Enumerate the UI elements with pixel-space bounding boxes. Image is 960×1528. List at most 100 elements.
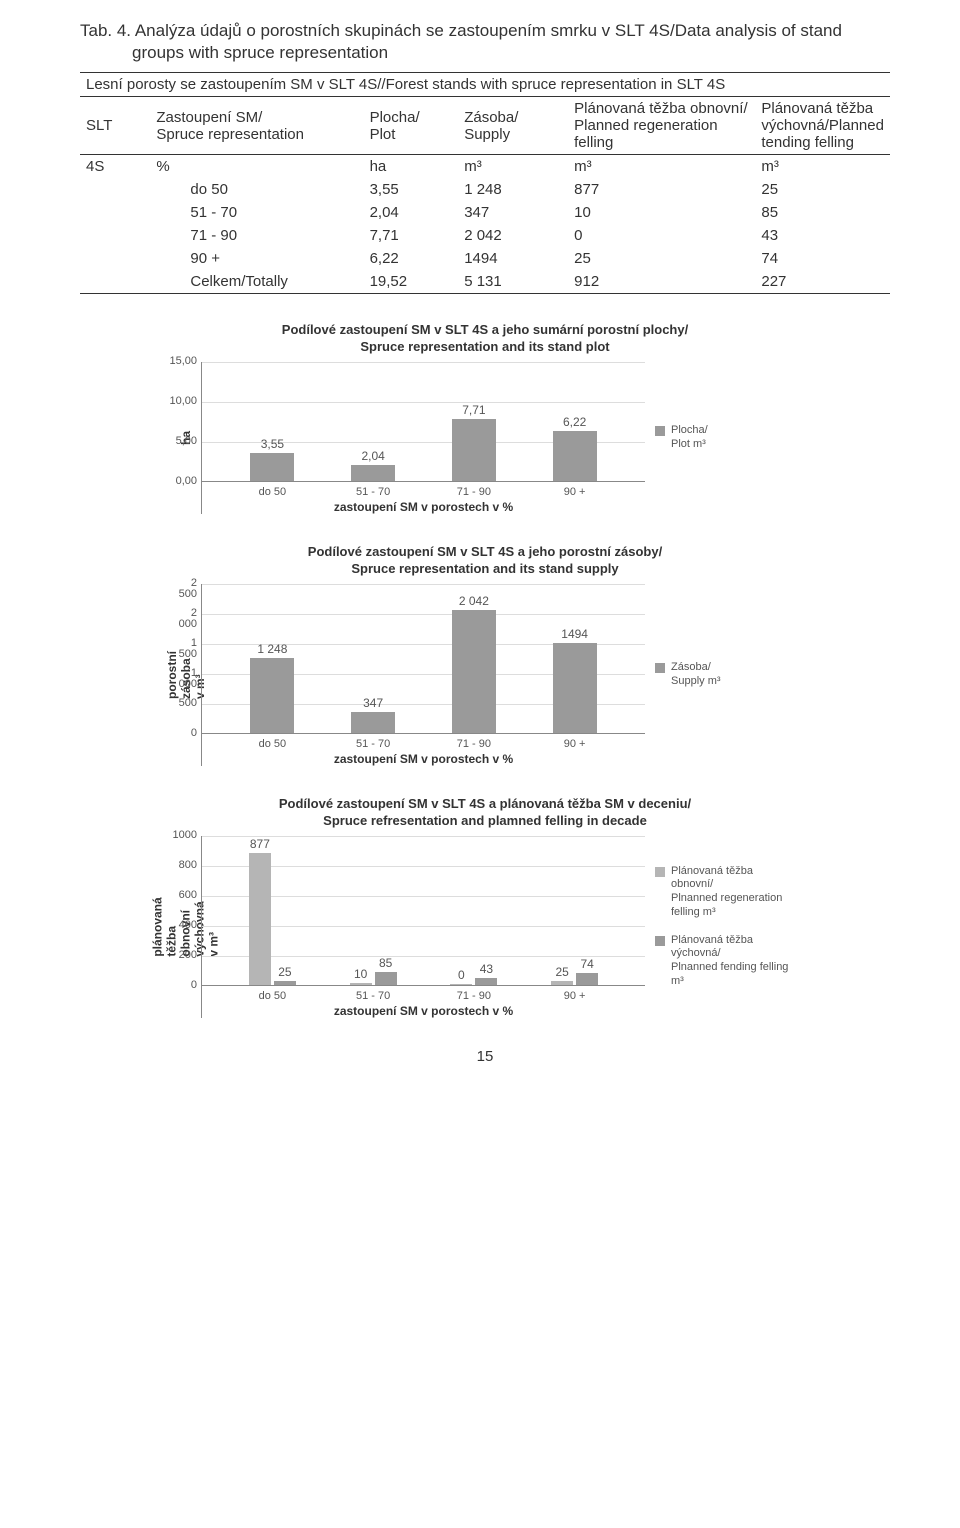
x-tick: 51 - 70	[323, 990, 424, 1002]
table-cell: 2 042	[458, 224, 568, 247]
th-slt: SLT	[80, 97, 150, 155]
y-tick: 2 500	[179, 578, 197, 600]
table-row-cat: 51 - 70	[150, 201, 363, 224]
table-cell: 6,22	[364, 247, 459, 270]
table-cell: 5 131	[458, 270, 568, 294]
legend-item: Zásoba/ Supply m³	[655, 661, 795, 689]
legend-swatch	[655, 936, 665, 946]
table-cell: 3,55	[364, 178, 459, 201]
y-tick: 0	[191, 728, 197, 739]
th-vych: Plánovaná těžba výchovná/Planned tending…	[755, 97, 890, 155]
x-tick: 51 - 70	[323, 738, 424, 750]
legend-swatch	[655, 867, 665, 877]
bar: 43	[475, 978, 497, 984]
legend-label: Zásoba/ Supply m³	[671, 661, 721, 689]
table-caption: Tab. 4. Analýza údajů o porostních skupi…	[80, 20, 890, 64]
th-zasoba: Zásoba/ Supply	[458, 97, 568, 155]
bar-value-label: 7,71	[462, 403, 485, 417]
table-row-cat: 71 - 90	[150, 224, 363, 247]
x-axis-label: zastoupení SM v porostech v %	[202, 500, 645, 514]
bar: 1494	[553, 643, 597, 733]
bar-value-label: 25	[278, 965, 291, 979]
x-tick: do 50	[222, 990, 323, 1002]
bar: 10	[350, 983, 372, 985]
legend-label: Plocha/ Plot m³	[671, 424, 708, 452]
units-c1: %	[150, 155, 363, 179]
bar-value-label: 0	[458, 968, 465, 982]
units-c4: m³	[568, 155, 755, 179]
y-tick: 10,00	[169, 396, 197, 407]
y-tick: 800	[179, 860, 197, 871]
th-obn: Plánovaná těžba obnovní/ Planned regener…	[568, 97, 755, 155]
th-rep: Zastoupení SM/ Spruce representation	[150, 97, 363, 155]
legend-swatch	[655, 426, 665, 436]
legend-item: Plocha/ Plot m³	[655, 424, 795, 452]
legend-label: Plánovaná těžba výchovná/ Plnanned fendi…	[671, 934, 795, 989]
y-tick: 15,00	[169, 356, 197, 367]
chart-1: Podílové zastoupení SM v SLT 4S a jeho s…	[175, 322, 795, 514]
legend-swatch	[655, 663, 665, 673]
units-c2: ha	[364, 155, 459, 179]
chart-1-title: Podílové zastoupení SM v SLT 4S a jeho s…	[175, 322, 795, 356]
y-tick: 2 000	[179, 608, 197, 630]
units-c5: m³	[755, 155, 890, 179]
legend-label: Plánovaná těžba obnovní/ Plnanned regene…	[671, 865, 795, 920]
table-cell: 74	[755, 247, 890, 270]
y-tick: 0,00	[176, 476, 197, 487]
bar: 347	[351, 712, 395, 733]
x-tick: 90 +	[524, 738, 625, 750]
table-row-cat: do 50	[150, 178, 363, 201]
table-cell: 10	[568, 201, 755, 224]
table-cell: 877	[568, 178, 755, 201]
y-tick: 1 000	[179, 668, 197, 690]
table-cell: 43	[755, 224, 890, 247]
x-tick: do 50	[222, 738, 323, 750]
x-axis-label: zastoupení SM v porostech v %	[202, 1004, 645, 1018]
bar-value-label: 1 248	[257, 642, 287, 656]
y-tick: 600	[179, 890, 197, 901]
table-cell: 1 248	[458, 178, 568, 201]
bar-value-label: 2 042	[459, 594, 489, 608]
y-tick: 200	[179, 950, 197, 961]
chart-3-title: Podílové zastoupení SM v SLT 4S a plánov…	[175, 796, 795, 830]
bar: 25	[551, 981, 573, 985]
bar: 74	[576, 973, 598, 984]
x-tick: 71 - 90	[424, 486, 525, 498]
chart-2: Podílové zastoupení SM v SLT 4S a jeho p…	[175, 544, 795, 766]
table-intro: Lesní porosty se zastoupením SM v SLT 4S…	[80, 73, 890, 97]
bar-value-label: 10	[354, 967, 367, 981]
bar-value-label: 1494	[561, 627, 588, 641]
bar-value-label: 25	[555, 965, 568, 979]
bar-value-label: 2,04	[361, 449, 384, 463]
page-number: 15	[80, 1048, 890, 1065]
table-cell: 25	[568, 247, 755, 270]
table-row-cat: Celkem/Totally	[150, 270, 363, 294]
chart-2-title: Podílové zastoupení SM v SLT 4S a jeho p…	[175, 544, 795, 578]
table-cell: 25	[755, 178, 890, 201]
y-tick: 1000	[173, 830, 197, 841]
bar: 1 248	[250, 658, 294, 733]
bar-value-label: 877	[250, 837, 270, 851]
x-tick: do 50	[222, 486, 323, 498]
table-cell: 1494	[458, 247, 568, 270]
bar-value-label: 43	[480, 962, 493, 976]
legend-item: Plánovaná těžba obnovní/ Plnanned regene…	[655, 865, 795, 920]
th-plocha: Plocha/ Plot	[364, 97, 459, 155]
x-tick: 71 - 90	[424, 738, 525, 750]
bar: 7,71	[452, 419, 496, 481]
bar-value-label: 3,55	[261, 437, 284, 451]
legend-item: Plánovaná těžba výchovná/ Plnanned fendi…	[655, 934, 795, 989]
x-tick: 90 +	[524, 990, 625, 1002]
x-tick: 71 - 90	[424, 990, 525, 1002]
bar: 6,22	[553, 431, 597, 481]
table-row-cat: 90 +	[150, 247, 363, 270]
chart-3: Podílové zastoupení SM v SLT 4S a plánov…	[175, 796, 795, 1018]
y-tick: 0	[191, 980, 197, 991]
bar: 877	[249, 853, 271, 985]
y-tick: 1 500	[179, 638, 197, 660]
bar: 3,55	[250, 453, 294, 481]
table-cell: 347	[458, 201, 568, 224]
table-cell: 912	[568, 270, 755, 294]
y-tick: 400	[179, 920, 197, 931]
x-tick: 90 +	[524, 486, 625, 498]
